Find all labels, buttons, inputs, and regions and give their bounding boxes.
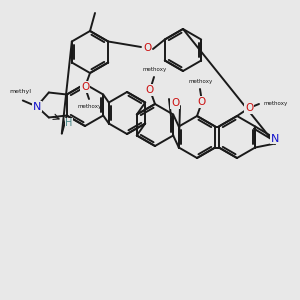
Text: methoxy: methoxy bbox=[78, 104, 102, 109]
Text: O: O bbox=[198, 97, 206, 107]
Text: O: O bbox=[81, 82, 89, 92]
Text: H: H bbox=[65, 118, 73, 128]
Text: O: O bbox=[245, 103, 253, 113]
Text: methoxy: methoxy bbox=[189, 79, 213, 84]
Text: methoxy: methoxy bbox=[143, 67, 167, 72]
Text: O: O bbox=[171, 98, 179, 108]
Text: O: O bbox=[146, 85, 154, 95]
Text: N: N bbox=[33, 101, 41, 112]
Text: methyl: methyl bbox=[10, 89, 32, 94]
Text: O: O bbox=[143, 43, 151, 53]
Text: N: N bbox=[271, 134, 279, 143]
Text: methoxy: methoxy bbox=[263, 101, 287, 106]
